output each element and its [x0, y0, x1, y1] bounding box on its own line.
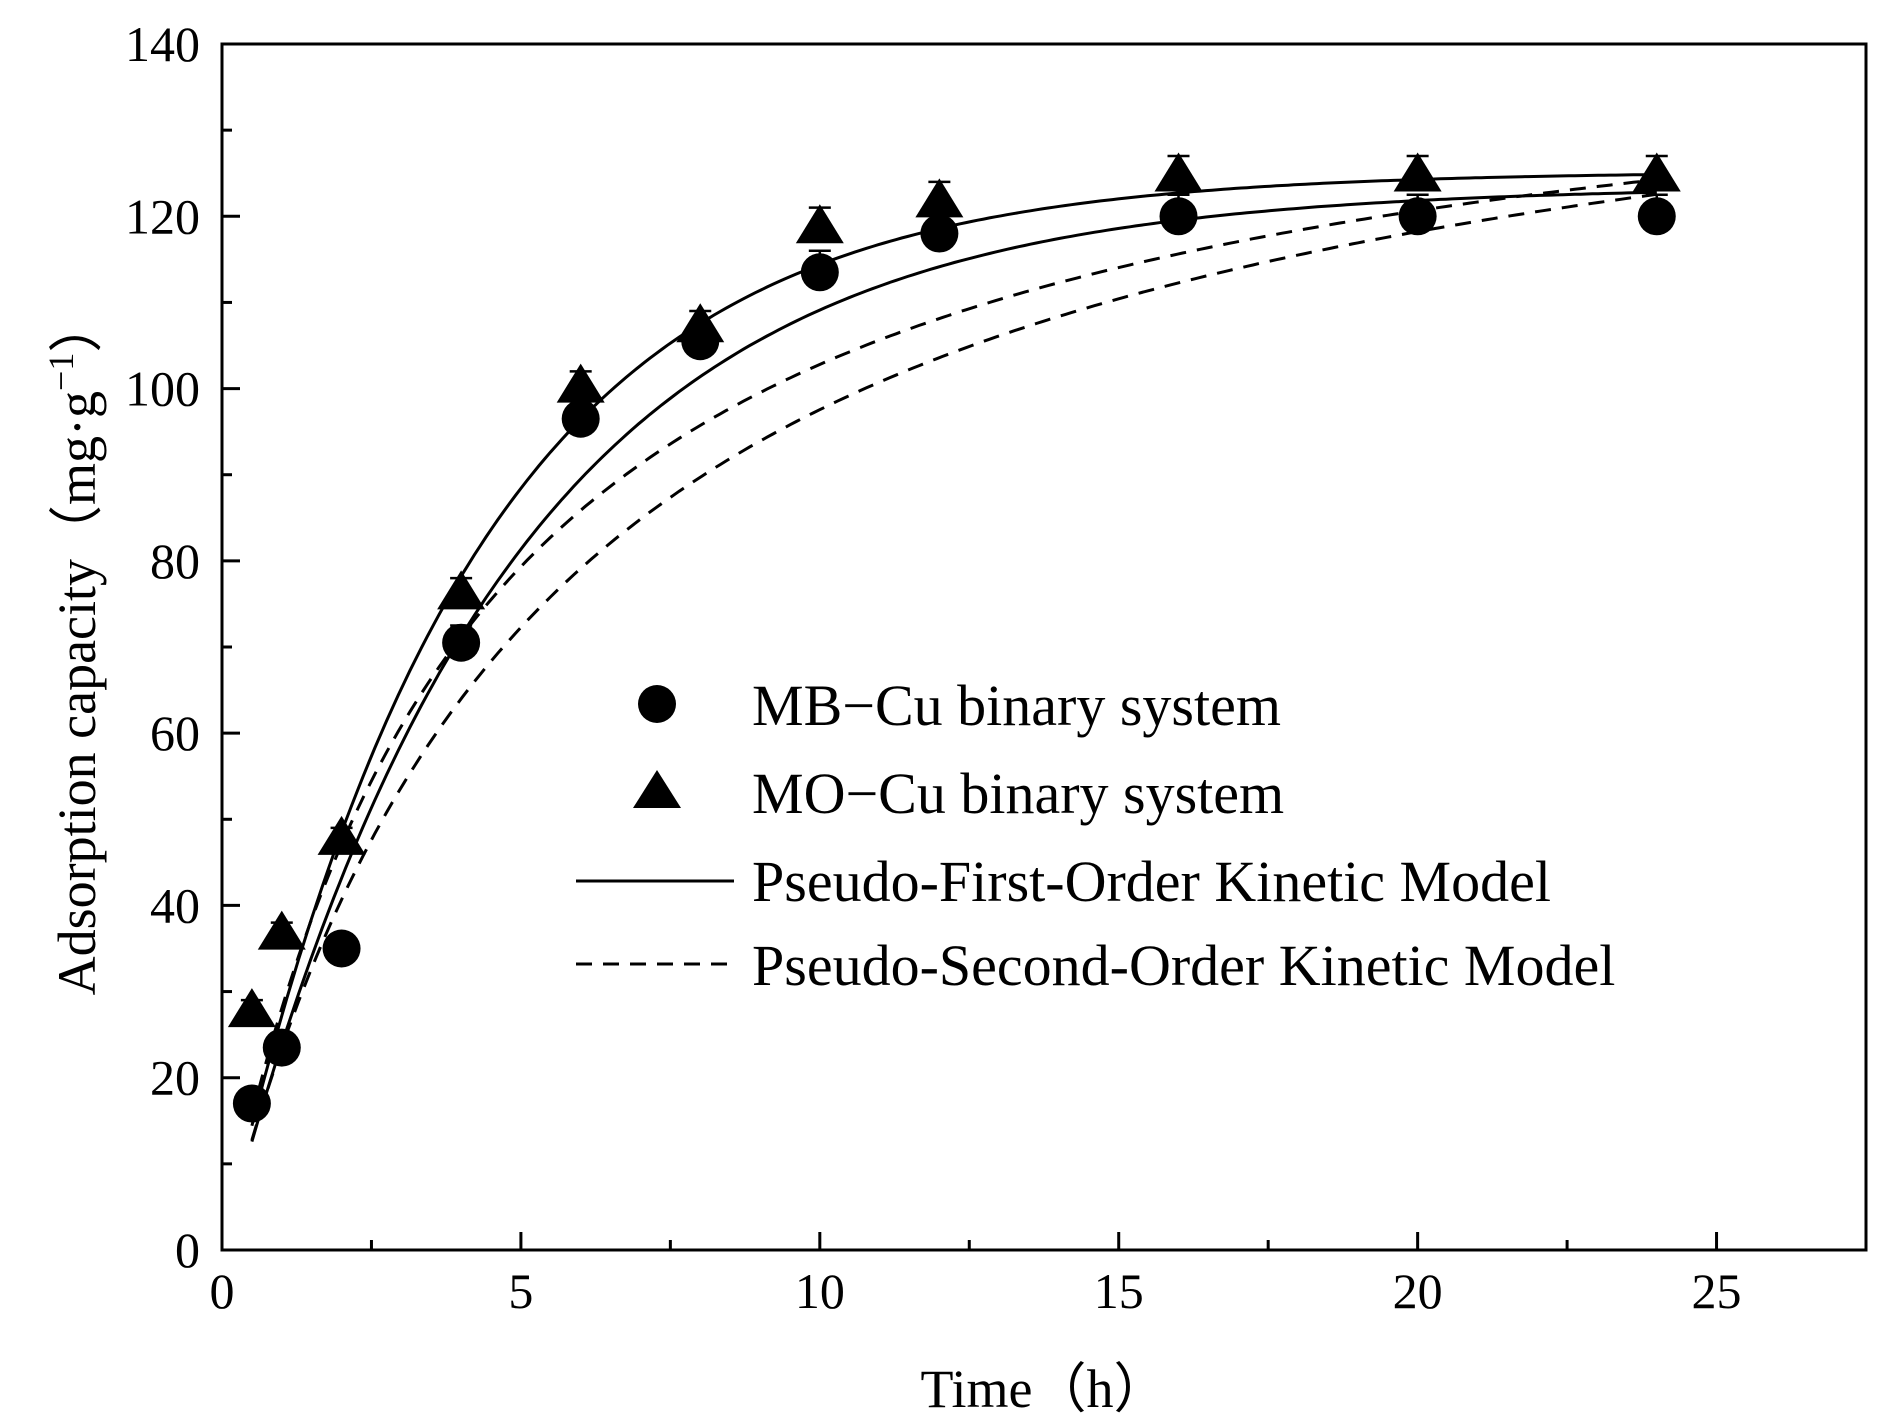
mo-cu-point [1154, 152, 1203, 192]
mo-cu-point [227, 988, 276, 1028]
legend-label-mb: MB−Cu binary system [752, 673, 1281, 738]
x-tick-label: 5 [508, 1263, 533, 1319]
y-tick-label: 40 [150, 877, 200, 933]
x-tick-label: 0 [210, 1263, 235, 1319]
mb-cu-point [1637, 197, 1676, 236]
mo-cu-point [915, 178, 964, 218]
mo-cu-point [317, 815, 366, 855]
legend-label-pfo: Pseudo-First-Order Kinetic Model [752, 849, 1551, 914]
x-tick-label: 20 [1393, 1263, 1443, 1319]
mo-cu-point [676, 303, 725, 343]
x-tick-label: 15 [1094, 1263, 1144, 1319]
mb-cu-point [1398, 197, 1437, 236]
data-points [227, 152, 1681, 1123]
y-tick-label: 0 [175, 1222, 200, 1278]
y-tick-label: 80 [150, 533, 200, 589]
y-axis-title-main: Adsorption capacity（mg·g [47, 391, 107, 995]
mb-cu-point [800, 253, 839, 292]
legend-circle-marker [638, 685, 676, 723]
y-tick-label: 100 [125, 361, 200, 417]
legend-label-pso: Pseudo-Second-Order Kinetic Model [752, 933, 1615, 998]
mb-cu-point [262, 1028, 301, 1067]
x-axis-title: Time（h） [920, 1359, 1167, 1419]
y-axis-title: Adsorption capacity（mg·g−1） [41, 299, 107, 996]
mo-cu-point [795, 204, 844, 244]
mo-cu-point [257, 910, 306, 950]
y-axis-title-superscript: −1 [41, 353, 81, 391]
mb-cu-point [232, 1084, 271, 1123]
pfo-fit-curve [250, 190, 1657, 1143]
mb-cu-point [561, 399, 600, 438]
y-tick-label: 120 [125, 188, 200, 244]
mb-cu-point [1159, 197, 1198, 236]
mo-cu-point [437, 570, 486, 610]
axis-ticks: 0 5 10 15 20 25 0 20 40 60 80 100 120 140 [125, 16, 1742, 1319]
legend-label-mo: MO−Cu binary system [752, 761, 1284, 826]
y-tick-label: 60 [150, 705, 200, 761]
mb-cu-point [442, 623, 481, 662]
legend-triangle-marker [633, 770, 681, 808]
pso-fit-curve [250, 192, 1658, 1141]
mb-cu-point [322, 929, 361, 968]
legend: MB−Cu binary system MO−Cu binary system … [576, 673, 1615, 998]
mo-cu-point [556, 363, 605, 403]
y-tick-label: 20 [150, 1050, 200, 1106]
y-axis-title-close: ） [47, 299, 107, 353]
x-tick-label: 25 [1692, 1263, 1742, 1319]
mo-cu-point [1393, 152, 1442, 192]
y-tick-label: 140 [125, 16, 200, 72]
mo-cu-point [1632, 152, 1681, 192]
mb-cu-point [920, 214, 959, 253]
x-tick-label: 10 [795, 1263, 845, 1319]
